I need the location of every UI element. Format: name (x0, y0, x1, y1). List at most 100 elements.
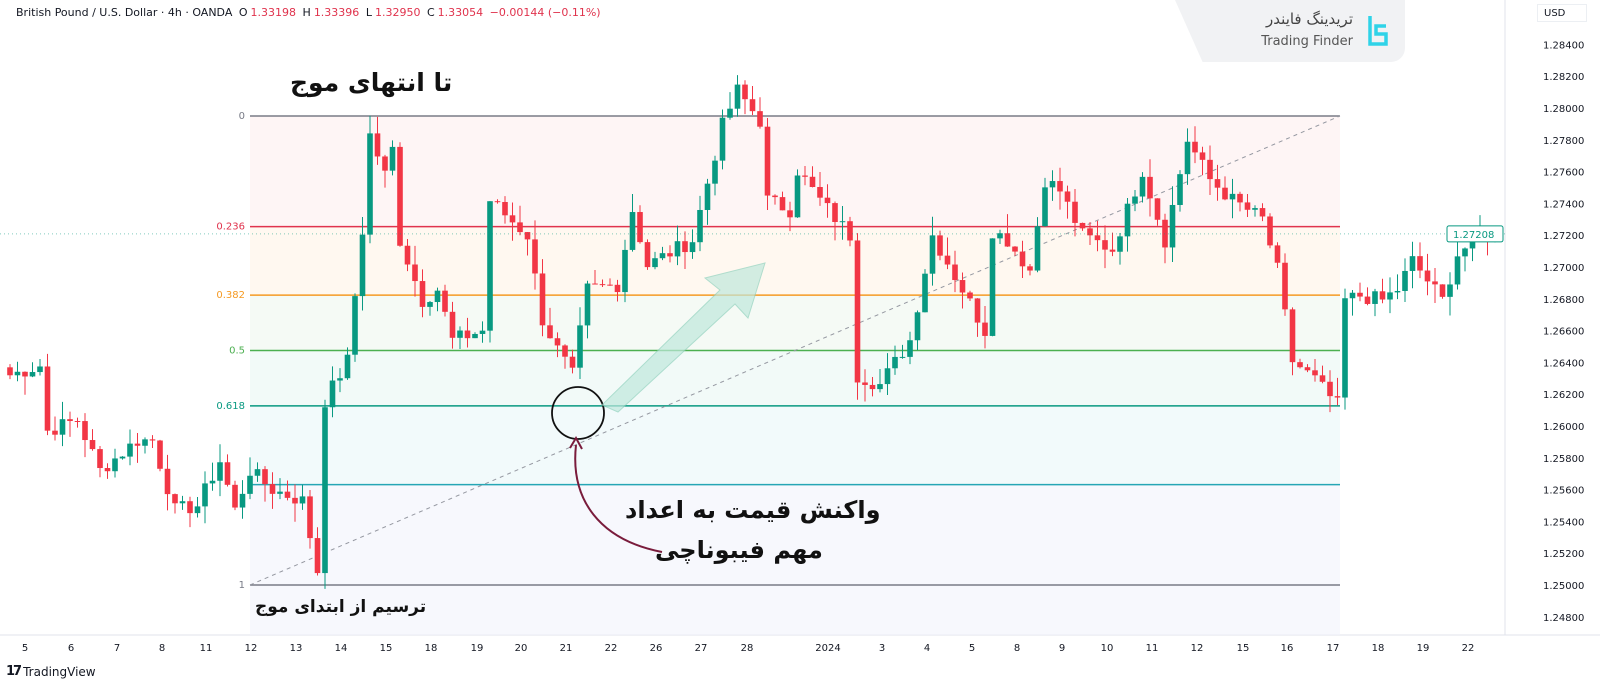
candle-body (509, 215, 516, 223)
candle-body (1297, 362, 1303, 368)
candle (314, 527, 321, 576)
candle-body (427, 302, 433, 307)
fib-zone (250, 295, 1340, 351)
candle (562, 344, 568, 369)
tradingview-label: TradingView (23, 664, 96, 679)
candle-body (449, 311, 456, 338)
candle (592, 270, 598, 285)
candle (449, 301, 456, 349)
candle-body (142, 439, 148, 446)
candle (29, 362, 36, 378)
time-tick-label: 5 (969, 643, 975, 654)
candle (127, 429, 133, 466)
candle-body (479, 330, 486, 334)
candle-body (959, 280, 966, 293)
candle-body (1094, 235, 1101, 241)
candle (712, 155, 718, 196)
price-tick-label: 1.26800 (1543, 295, 1584, 306)
candle-body (472, 333, 478, 339)
candle-body (112, 458, 118, 472)
fib-level-label: 0 (239, 111, 245, 122)
candle (622, 239, 628, 303)
time-tick-label: 8 (159, 643, 165, 654)
candle (412, 245, 418, 297)
candle (862, 369, 868, 402)
candle (1387, 277, 1393, 314)
candle-body (1102, 240, 1108, 250)
candle-body (1237, 193, 1243, 203)
candle-body (997, 233, 1003, 239)
candle (202, 471, 208, 524)
candle-body (689, 242, 696, 253)
candle-body (1027, 266, 1033, 271)
candle (1004, 214, 1011, 247)
candle (659, 246, 666, 261)
candle (479, 321, 486, 343)
candle (1334, 377, 1341, 406)
candle (922, 269, 928, 313)
candle (284, 480, 291, 501)
candle (134, 433, 141, 463)
candle (389, 140, 396, 176)
candle-body (884, 368, 891, 385)
price-tick-label: 1.27800 (1543, 136, 1584, 147)
candle-body (434, 290, 441, 303)
candle-body (892, 356, 898, 369)
candle-body (74, 421, 81, 423)
candle-body (1207, 159, 1213, 180)
time-tick-label: 18 (1372, 643, 1385, 654)
candle-body (1049, 181, 1056, 188)
candle-body (989, 238, 996, 336)
candle-body (404, 245, 411, 265)
open-label: O (238, 6, 248, 19)
candle-body (1424, 270, 1431, 282)
tradingview-branding[interactable]: 17 TradingView (6, 664, 96, 679)
candle-body (1349, 292, 1356, 299)
currency-label[interactable]: USD (1537, 4, 1587, 22)
candle (1199, 146, 1206, 176)
candle-body (719, 117, 726, 161)
candle-body (187, 501, 193, 514)
candle-body (1042, 187, 1048, 227)
candle (794, 169, 801, 218)
candle (172, 493, 178, 514)
candle (952, 250, 958, 293)
candle (1282, 253, 1288, 316)
candle-body (944, 255, 951, 265)
candle (224, 454, 231, 487)
candle-body (389, 146, 396, 171)
candle (599, 279, 606, 287)
candle-body (1192, 141, 1198, 153)
candle (1244, 194, 1251, 217)
candle (97, 445, 103, 478)
candle (974, 298, 981, 337)
candle (359, 217, 366, 311)
candle (1289, 307, 1296, 376)
candle (419, 269, 426, 318)
candle (1214, 164, 1221, 201)
candle-body (547, 325, 553, 339)
time-tick-label: 27 (695, 643, 708, 654)
candle-body (779, 197, 786, 211)
candle-body (1274, 245, 1281, 263)
price-tick-label: 1.25000 (1543, 581, 1584, 592)
candle-body (809, 176, 816, 188)
candle-body (667, 253, 673, 257)
candle (809, 166, 816, 188)
candle (982, 306, 988, 349)
candle-body (847, 221, 853, 241)
candle (329, 366, 336, 418)
symbol-name[interactable]: British Pound / U.S. Dollar · 4h · OANDA (16, 6, 233, 19)
low-value: 1.32950 (374, 6, 421, 19)
candle (187, 496, 193, 528)
candle-body (284, 491, 291, 498)
candle-body (1199, 152, 1206, 160)
candle (1019, 240, 1026, 278)
candle-body (59, 419, 66, 435)
candle-body (419, 281, 426, 307)
price-tick-label: 1.26400 (1543, 358, 1584, 369)
candle (344, 347, 351, 380)
candle (434, 287, 441, 312)
candle (1109, 232, 1116, 257)
